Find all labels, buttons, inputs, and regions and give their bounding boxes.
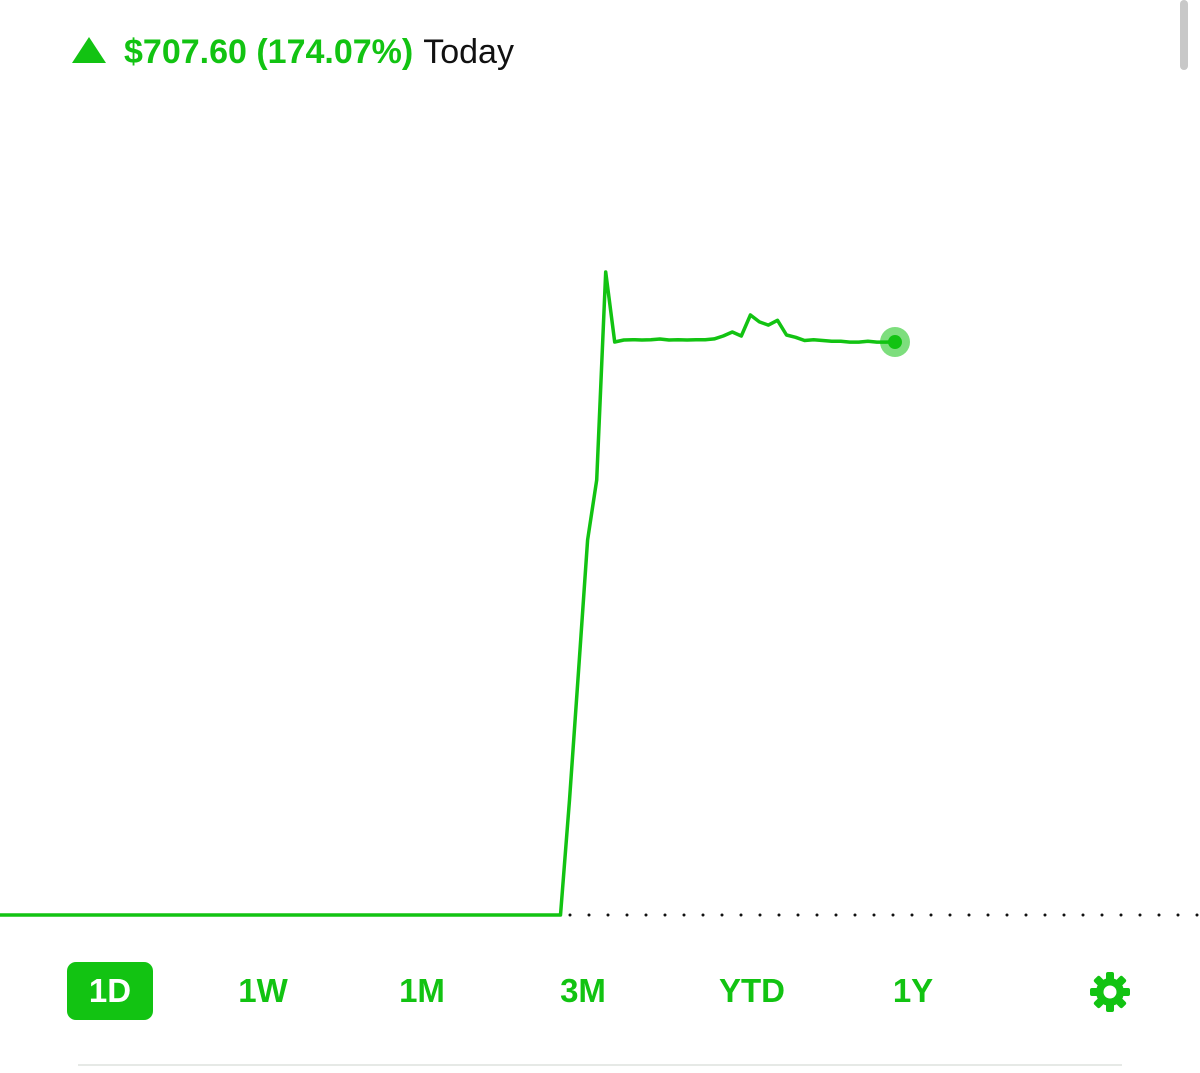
current-point: [888, 335, 902, 350]
range-button[interactable]: 1M: [399, 972, 445, 1009]
range-button[interactable]: 1D: [67, 962, 153, 1020]
divider: [78, 1064, 1122, 1066]
price-line: [0, 270, 896, 917]
change: $707.60 (174.07%): [124, 32, 414, 71]
scrollbar: [1180, 0, 1188, 70]
range-button[interactable]: YTD: [719, 972, 785, 1009]
range-button[interactable]: 1W: [238, 972, 288, 1009]
range-button[interactable]: 3M: [560, 972, 606, 1009]
up-arrow: [72, 37, 106, 63]
settings-button[interactable]: [1088, 970, 1132, 1014]
range-button[interactable]: 1Y: [892, 972, 934, 1009]
chart: [0, 270, 1200, 917]
header: $707.60 (174.07%) Today: [72, 28, 514, 76]
period: Today: [423, 32, 514, 71]
